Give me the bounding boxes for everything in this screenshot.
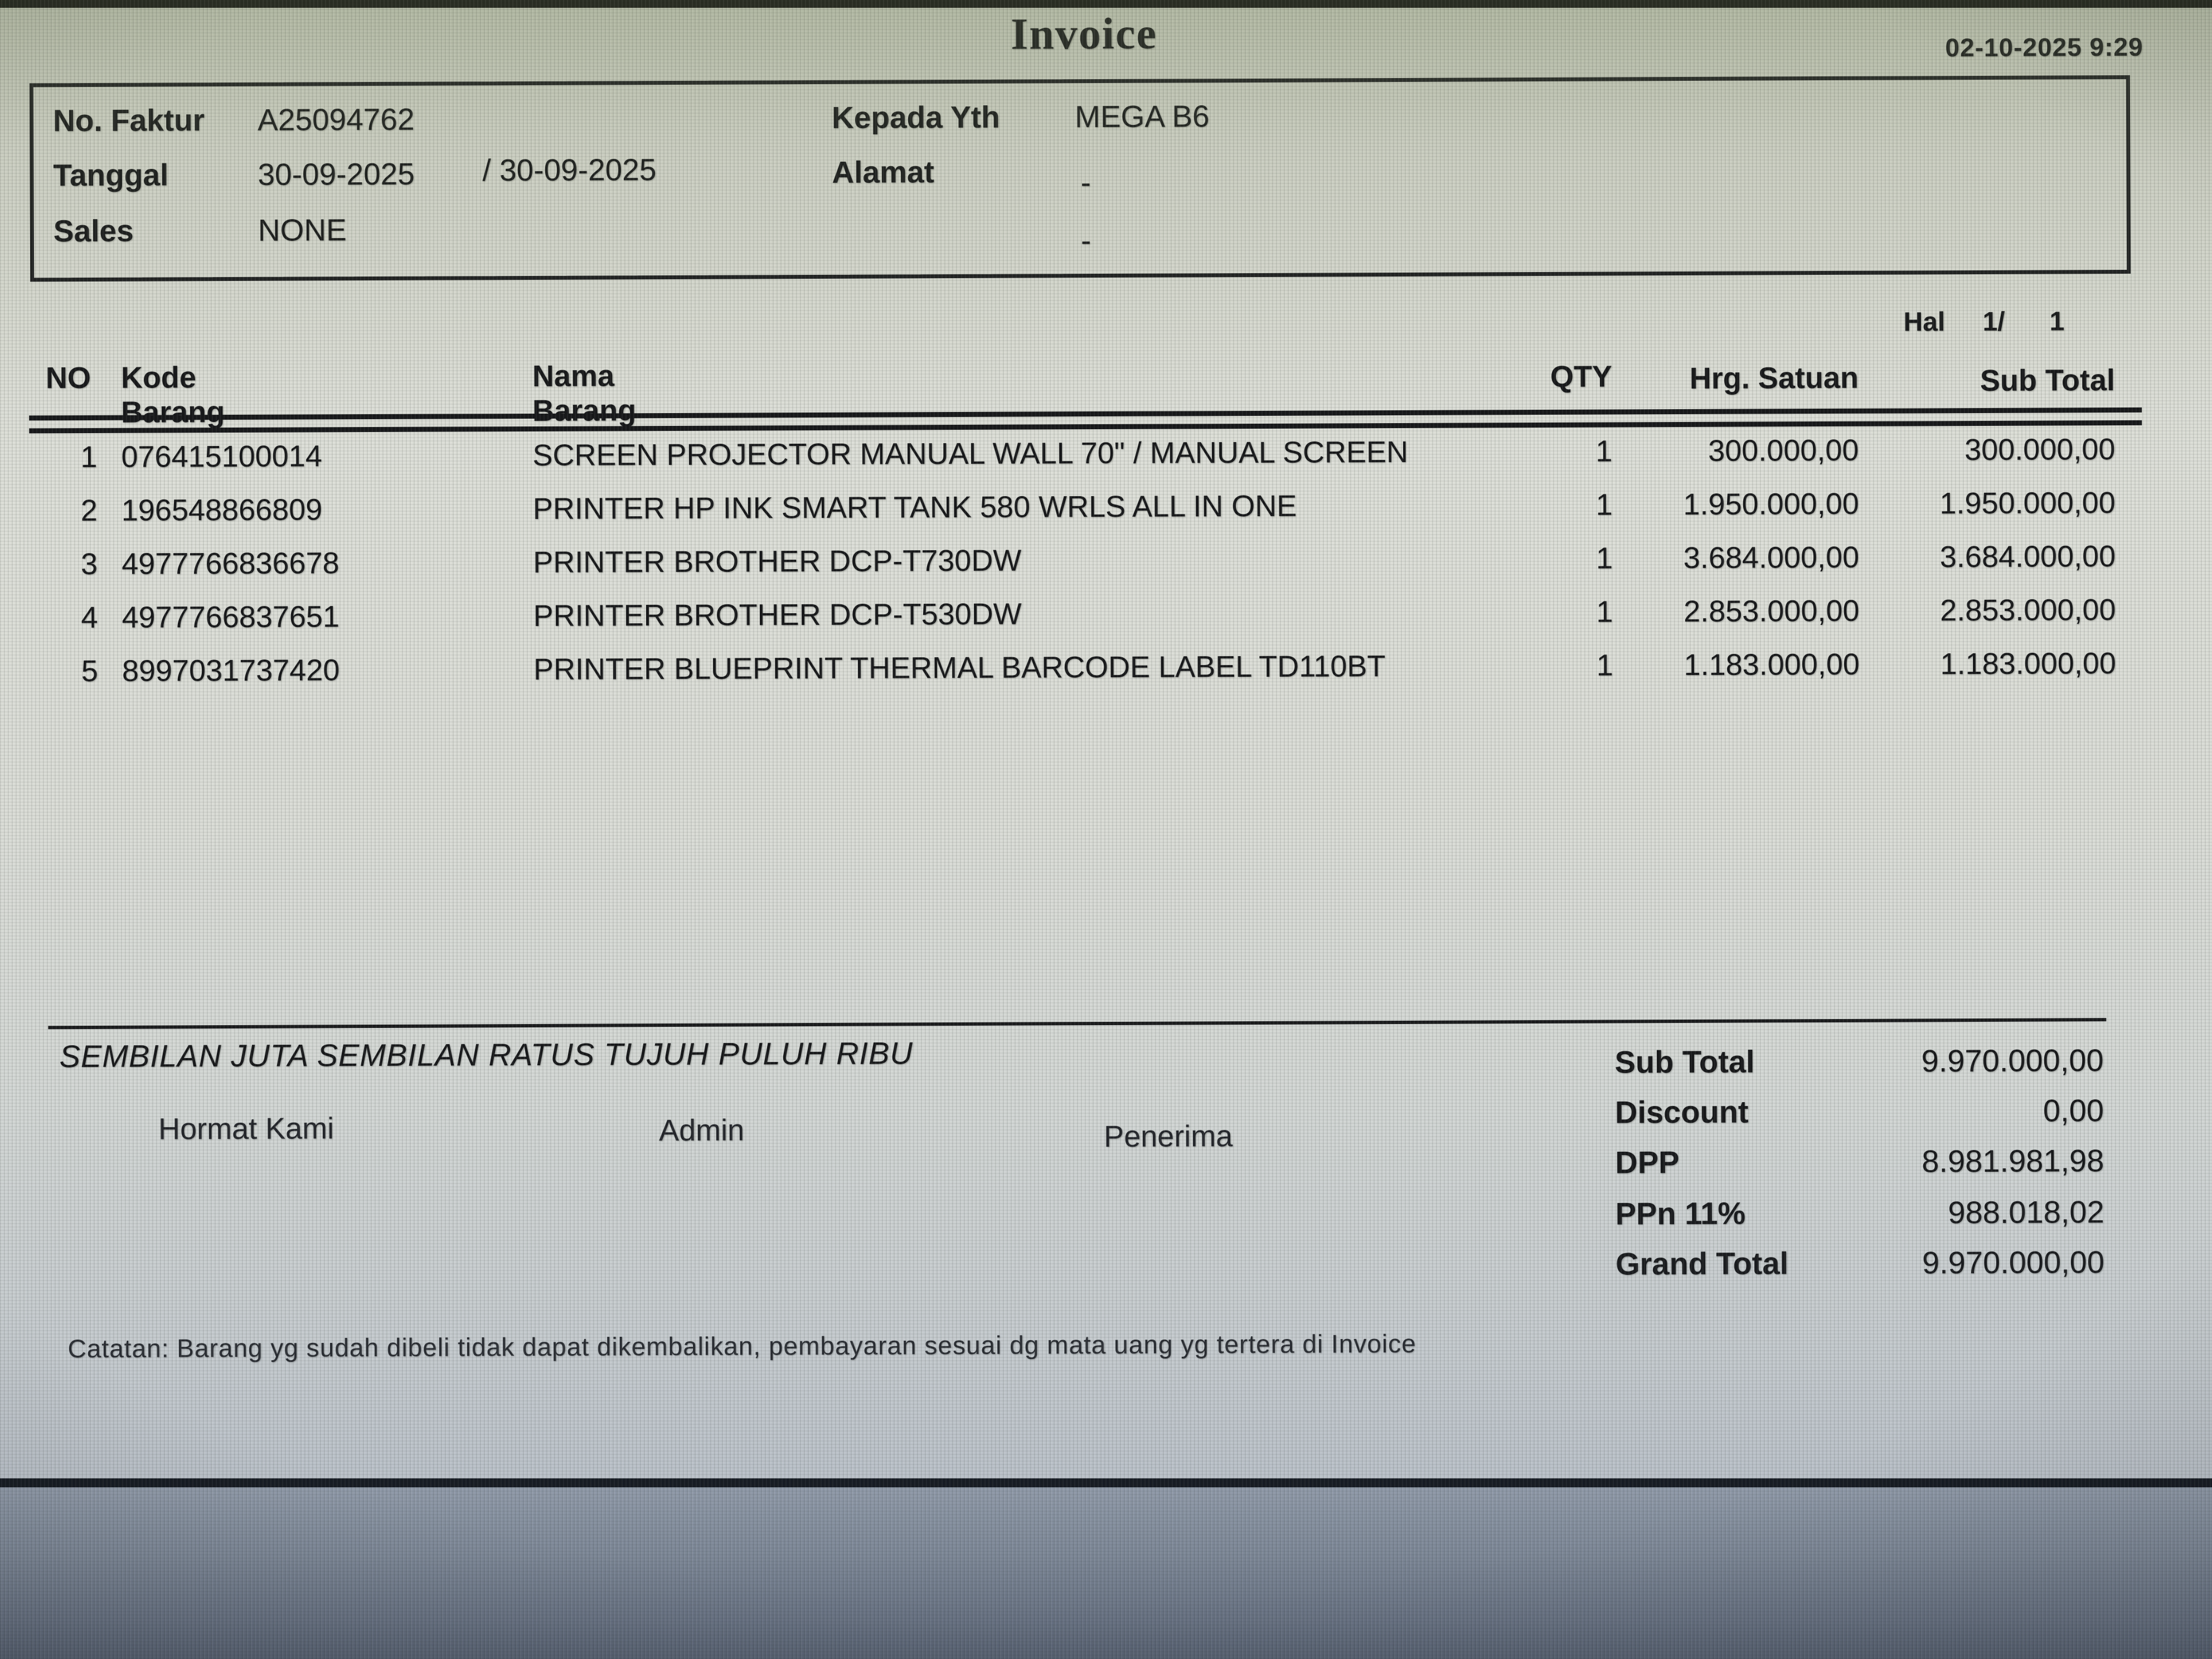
- col-header-no: NO: [45, 361, 91, 395]
- item-name: PRINTER BROTHER DCP-T530DW: [533, 597, 1022, 633]
- hal-total-pages: 1: [2049, 307, 2065, 337]
- item-subtotal: 1.183.000,00: [1940, 647, 2116, 681]
- col-header-hrg-satuan: Hrg. Satuan: [1689, 361, 1859, 395]
- discount-value: 0,00: [2043, 1093, 2104, 1128]
- table-row: 3 4977766836678 PRINTER BROTHER DCP-T730…: [0, 539, 2211, 587]
- footer-note: Catatan: Barang yg sudah dibeli tidak da…: [67, 1328, 1417, 1364]
- item-qty: 1: [1595, 488, 1613, 522]
- table-row: 1 076415100014 SCREEN PROJECTOR MANUAL W…: [0, 431, 2211, 480]
- item-no: 4: [81, 600, 98, 635]
- item-code: 8997031737420: [122, 653, 340, 688]
- item-price: 1.183.000,00: [1684, 647, 1860, 682]
- item-subtotal: 3.684.000,00: [1939, 540, 2116, 574]
- sales-label: Sales: [53, 213, 134, 249]
- item-no: 3: [80, 547, 98, 581]
- tanggal-due-value: / 30-09-2025: [482, 152, 657, 188]
- alamat-value-line2: -: [1080, 223, 1092, 258]
- item-qty: 1: [1596, 648, 1613, 682]
- screen-top-bezel-strip: [0, 0, 2212, 8]
- col-header-sub-total: Sub Total: [1980, 363, 2116, 397]
- item-price: 2.853.000,00: [1684, 594, 1860, 629]
- tanggal-label: Tanggal: [53, 157, 169, 193]
- summary-row-dpp: DPP 8.981.981,98: [1, 1142, 2212, 1195]
- summary-row-discount: Discount 0,00: [1, 1092, 2212, 1144]
- hal-current-page: 1/: [1982, 307, 2005, 337]
- item-price: 3.684.000,00: [1683, 540, 1860, 575]
- dpp-label: DPP: [1615, 1144, 1680, 1180]
- item-qty: 1: [1595, 434, 1613, 468]
- summary-divider-line: [48, 1018, 2107, 1030]
- tanggal-value: 30-09-2025: [258, 156, 415, 192]
- item-code: 4977766837651: [122, 600, 340, 634]
- alamat-value-line1: -: [1080, 165, 1091, 200]
- ppn-value: 988.018,02: [1948, 1194, 2104, 1230]
- item-qty: 1: [1595, 541, 1613, 575]
- invoice-info-box: No. Faktur A25094762 Tanggal 30-09-2025 …: [29, 75, 2131, 282]
- no-faktur-value: A25094762: [257, 101, 415, 137]
- item-subtotal: 2.853.000,00: [1940, 593, 2116, 628]
- summary-row-grand-total: Grand Total 9.970.000,00: [2, 1243, 2212, 1296]
- item-name: PRINTER BROTHER DCP-T730DW: [533, 544, 1022, 579]
- item-name: SCREEN PROJECTOR MANUAL WALL 70" / MANUA…: [532, 435, 1409, 472]
- item-no: 2: [80, 493, 98, 528]
- item-code: 076415100014: [121, 439, 322, 474]
- item-qty: 1: [1596, 595, 1613, 629]
- dpp-value: 8.981.981,98: [1922, 1143, 2104, 1179]
- table-row: 2 196548866809 PRINTER HP INK SMART TANK…: [0, 485, 2211, 533]
- table-header-rule-bottom: [29, 420, 2142, 434]
- item-subtotal: 300.000,00: [1964, 433, 2116, 467]
- item-code: 196548866809: [121, 493, 323, 527]
- hal-label: Hal: [1903, 307, 1946, 337]
- table-row: 4 4977766837651 PRINTER BROTHER DCP-T530…: [0, 592, 2211, 641]
- print-datetime: 02-10-2025 9:29: [1945, 32, 2143, 62]
- item-code: 4977766836678: [122, 546, 339, 581]
- page-bottom-edge-line: [0, 1478, 2212, 1487]
- item-price: 300.000,00: [1708, 433, 1859, 468]
- kepada-label: Kepada Yth: [831, 99, 1000, 135]
- summary-row-ppn: PPn 11% 988.018,02: [2, 1193, 2212, 1246]
- item-name: PRINTER BLUEPRINT THERMAL BARCODE LABEL …: [533, 649, 1386, 686]
- item-price: 1.950.000,00: [1683, 487, 1859, 522]
- summary-row-subtotal: Sub Total 9.970.000,00: [1, 1041, 2212, 1094]
- table-header-rule-top: [29, 407, 2142, 421]
- no-faktur-label: No. Faktur: [52, 103, 205, 138]
- alamat-label: Alamat: [832, 154, 934, 190]
- item-name: PRINTER HP INK SMART TANK 580 WRLS ALL I…: [532, 489, 1297, 526]
- table-row: 5 8997031737420 PRINTER BLUEPRINT THERMA…: [0, 646, 2211, 694]
- sales-value: NONE: [258, 212, 347, 248]
- item-no: 1: [80, 440, 98, 474]
- kepada-value: MEGA B6: [1074, 99, 1210, 134]
- invoice-page-background: [0, 8, 2212, 1479]
- page-title: Invoice: [1010, 9, 1158, 59]
- item-subtotal: 1.950.000,00: [1939, 486, 2116, 521]
- screen-lower-band: [0, 1487, 2212, 1659]
- col-header-qty: QTY: [1550, 360, 1613, 394]
- grand-total-value: 9.970.000,00: [1922, 1244, 2105, 1280]
- subtotal-value: 9.970.000,00: [1921, 1042, 2104, 1079]
- item-no: 5: [81, 654, 99, 688]
